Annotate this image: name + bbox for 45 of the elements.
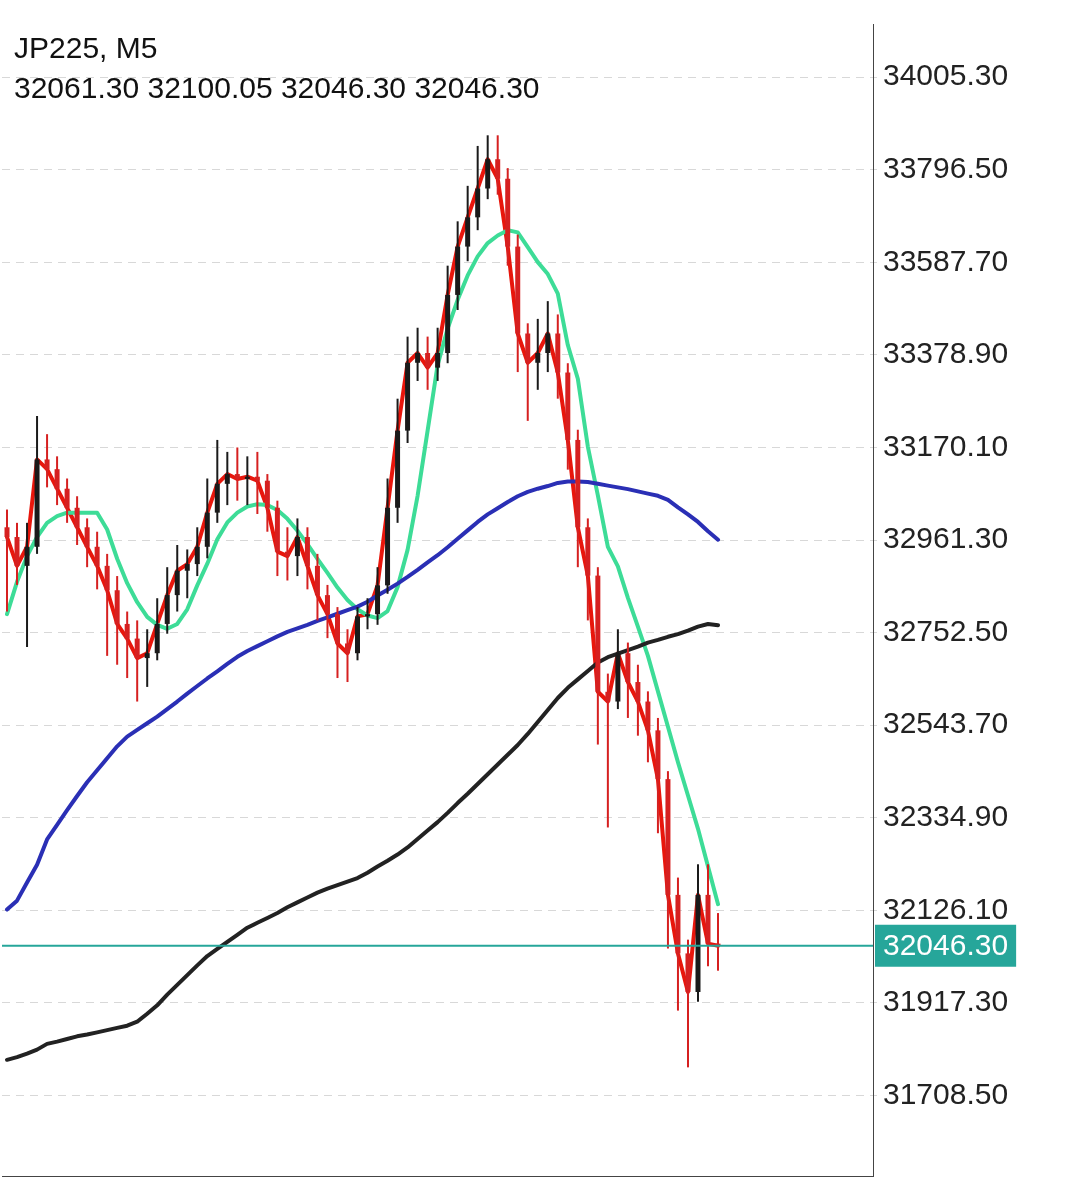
candlestick <box>44 433 50 489</box>
y-tick-label: 34005.30 <box>883 58 1009 92</box>
y-tick-label: 33796.50 <box>883 150 1009 184</box>
candlestick <box>64 477 70 524</box>
candlestick <box>84 517 90 569</box>
candlestick <box>294 517 300 578</box>
candlestick <box>234 446 240 502</box>
y-tick-label: 32752.50 <box>883 613 1009 647</box>
candlestick <box>224 450 230 507</box>
candlestick <box>4 508 10 613</box>
candlestick <box>535 317 541 391</box>
y-tick-label: 32126.10 <box>883 891 1009 925</box>
candlestick <box>244 455 250 507</box>
candlestick <box>194 526 200 578</box>
candlestick <box>54 455 60 507</box>
y-tick-label: 31708.50 <box>883 1076 1009 1110</box>
candlestick <box>605 672 611 829</box>
candlestick <box>94 530 100 591</box>
candlestick <box>134 619 140 703</box>
ref-line-label: 32046.30 <box>883 928 1009 961</box>
y-tick-label: 32543.70 <box>883 706 1009 740</box>
y-tick-label: 33170.10 <box>883 428 1009 462</box>
candlestick <box>435 326 441 382</box>
candlestick <box>284 526 290 582</box>
candlestick <box>184 548 190 600</box>
candlestick <box>324 583 330 640</box>
candlestick <box>425 335 431 391</box>
candlestick <box>415 326 421 382</box>
y-tick-label: 33587.70 <box>883 243 1009 277</box>
candlestick <box>24 521 30 648</box>
y-tick-label: 33378.90 <box>883 336 1009 370</box>
candlestick <box>124 610 130 680</box>
candlestick <box>344 628 350 684</box>
text: 32061.30 32100.05 32046.30 32046.30 <box>14 70 540 106</box>
candlestick <box>144 628 150 688</box>
y-tick-label: 32961.30 <box>883 521 1009 555</box>
candlestick <box>254 450 260 515</box>
candlestick <box>545 300 551 374</box>
y-tick-label: 31917.30 <box>883 984 1009 1018</box>
candlestick <box>635 663 641 737</box>
y-tick-label: 32334.90 <box>883 799 1009 833</box>
candlestick <box>74 495 80 547</box>
candlestick <box>365 597 371 631</box>
candlestick <box>495 134 501 196</box>
chart-title: JP225, M5 <box>14 30 159 66</box>
